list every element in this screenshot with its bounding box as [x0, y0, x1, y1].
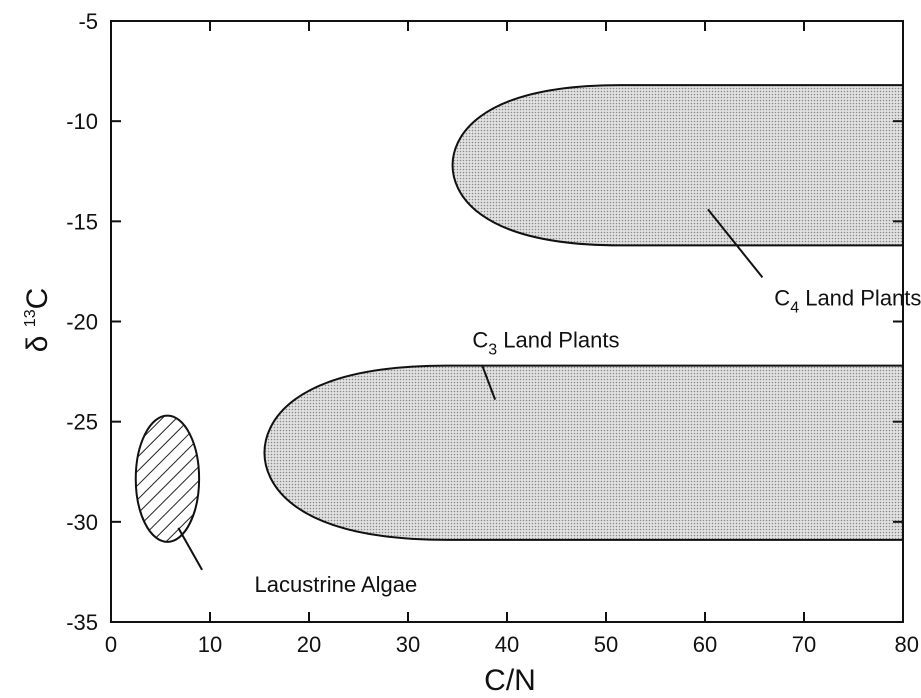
- region-c3-outline: [263, 364, 903, 541]
- x-tick-label: 80: [895, 632, 919, 657]
- y-tick-label: -30: [66, 510, 98, 535]
- x-tick-label: 20: [297, 632, 321, 657]
- leaders-layer: [177, 208, 764, 571]
- region-label-c3: C3 Land Plants: [472, 328, 619, 359]
- regions-layer: [134, 84, 903, 543]
- y-tick-label: -15: [66, 209, 98, 234]
- x-tick-label: 10: [198, 632, 222, 657]
- y-axis-title: δ 13C: [21, 288, 54, 353]
- region-label-algae: Lacustrine Algae: [255, 572, 418, 597]
- x-tick-label: 60: [693, 632, 717, 657]
- y-tick-label: -5: [78, 9, 98, 34]
- x-tick-label: 30: [396, 632, 420, 657]
- y-axis-title-main: C: [21, 288, 54, 310]
- x-tick-label: 70: [792, 632, 816, 657]
- region-c4-fill: [452, 85, 903, 246]
- y-tick-label: -35: [66, 610, 98, 635]
- y-tick-label: -20: [66, 310, 98, 335]
- ticks-layer: 0 10 20 30 40 50 60 70 80 -5 -10 -15 -20 -25 -30 -35: [66, 9, 919, 657]
- leader-c4: [707, 208, 764, 279]
- region-label-c4: C4 Land Plants: [774, 285, 921, 316]
- x-tick-label: 0: [105, 632, 117, 657]
- y-tick-label: -25: [66, 410, 98, 435]
- region-algae: [134, 414, 201, 543]
- x-axis-title: C/N: [484, 664, 536, 697]
- y-axis-title-sup: 13: [22, 309, 39, 327]
- region-c3-fill: [264, 365, 903, 540]
- region-labels-layer: C4 Land Plants C3 Land Plants Lacustrine A…: [255, 285, 921, 596]
- region-c4-outline: [451, 84, 903, 247]
- x-tick-label: 50: [594, 632, 618, 657]
- leader-c3: [481, 365, 497, 400]
- leader-algae: [177, 527, 203, 571]
- y-axis-title-prefix: δ: [21, 327, 54, 352]
- y-tick-label: -10: [66, 109, 98, 134]
- x-tick-label: 40: [495, 632, 519, 657]
